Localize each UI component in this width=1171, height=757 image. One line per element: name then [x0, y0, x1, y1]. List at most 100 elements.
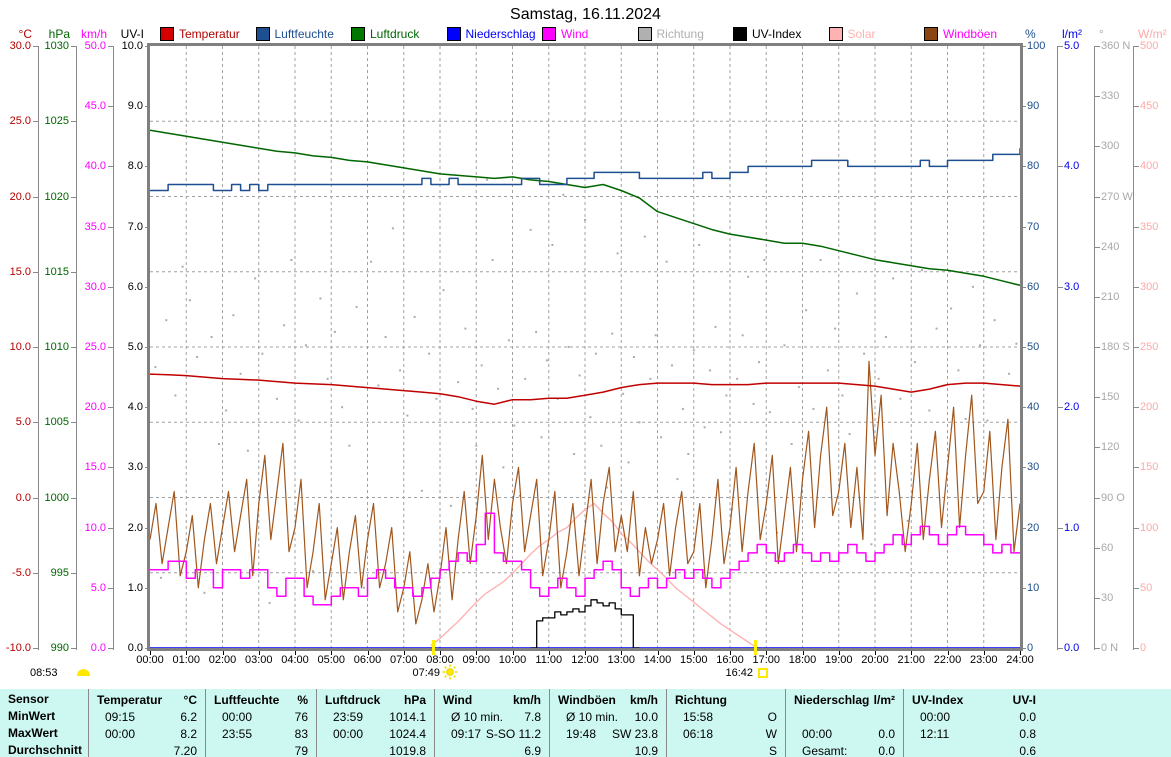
- x-label-1600: 16:00: [716, 654, 744, 666]
- legend-label: UV-Index: [752, 27, 802, 41]
- x-hour-tick: [730, 651, 731, 655]
- legend-label: Windböen: [943, 27, 998, 41]
- table-column-header: Luftfeuchte%: [206, 692, 316, 708]
- table-row: 19:48 SW 23.8: [550, 726, 666, 742]
- axis---tick: [1021, 467, 1026, 469]
- axis-uv-i-tick-label: 3.0: [127, 461, 143, 474]
- x-label-0900: 09:00: [462, 654, 491, 666]
- table-column-name: Luftdruck: [325, 693, 381, 707]
- axis---tick: [1021, 46, 1026, 47]
- axis---tick: [1021, 166, 1026, 168]
- table-column-luftfeuchte: Luftfeuchte% 00:00 76 23:55 83 79: [206, 689, 316, 757]
- series-richtung-point: [524, 377, 527, 380]
- series-temperatur-line: [149, 373, 1021, 405]
- series-richtung-point: [203, 591, 206, 594]
- axis-hpa-tick-label: 1030: [44, 40, 69, 52]
- axis-hpa-tick: [71, 271, 76, 273]
- axis-hpa-tick: [71, 347, 76, 348]
- axis-km-h-tick: [108, 407, 113, 409]
- legend-item-wind: Wind: [542, 27, 588, 41]
- series-richtung-point: [413, 315, 416, 318]
- axis---tick-label: 330: [1101, 90, 1120, 103]
- series-richtung-point: [752, 402, 755, 405]
- table-cell-time: 00:00: [920, 710, 951, 724]
- table-row-header: Sensor: [8, 692, 49, 706]
- table-row: 00:00 76: [206, 709, 316, 725]
- axis-w-m--tick-label: 450: [1140, 100, 1159, 113]
- axis---tick-label: 90: [1027, 100, 1040, 113]
- axis--c-tick: [33, 347, 38, 348]
- table-column-separator: [549, 689, 550, 757]
- series-richtung-point: [638, 421, 641, 424]
- table-cell-value: 7.20: [173, 744, 197, 757]
- legend-item-solar: Solar: [828, 27, 876, 41]
- table-cell-value: 10.9: [634, 744, 658, 757]
- series-richtung-point: [475, 444, 478, 447]
- table-cell-time: 00:00: [802, 727, 833, 741]
- x-label-2400: 24:00: [1006, 654, 1034, 666]
- series-richtung-point: [578, 374, 581, 377]
- axis---tick-label: 240: [1101, 240, 1120, 253]
- series-richtung-point: [964, 417, 967, 420]
- x-label-2200: 22:00: [933, 654, 962, 666]
- table-cell-time: 19:48: [566, 727, 597, 741]
- series-richtung-point: [783, 344, 786, 347]
- table-cell-value: 6.2: [180, 710, 197, 724]
- axis--c-tick-label: 25.0: [9, 115, 31, 128]
- axis-w-m--tick: [1134, 286, 1139, 288]
- axis-km-h-tick-label: 45.0: [84, 100, 106, 113]
- table-cell-time: 06:18: [683, 727, 714, 741]
- axis-km-h-tick-label: 20.0: [84, 401, 106, 414]
- axis--c-tick-label: -5.0: [12, 566, 31, 579]
- legend-label: Wind: [561, 27, 589, 41]
- x-label-1300: 13:00: [607, 654, 636, 666]
- x-hour-tick: [1020, 651, 1021, 655]
- axis---tick: [1095, 397, 1100, 399]
- series-richtung-point: [535, 330, 538, 333]
- table-row: S: [667, 743, 785, 757]
- axis---tick-label: 20: [1027, 521, 1040, 534]
- axis-km-h-tick-label: 10.0: [84, 521, 106, 534]
- sunset-time-label: 16:42: [725, 667, 753, 679]
- x-hour-tick: [693, 651, 695, 655]
- series-richtung-point: [790, 443, 793, 445]
- axis-hpa-tick: [71, 497, 76, 499]
- series-richtung-point: [906, 519, 909, 522]
- axis-km-h-tick: [108, 467, 113, 469]
- table-column-header: Luftdruck hPa: [317, 692, 434, 708]
- table-cell-value: 7.8: [524, 710, 541, 724]
- x-label-1100: 11:00: [535, 654, 563, 666]
- axis-l-m--tick-label: 3.0: [1064, 280, 1080, 293]
- axis---tick: [1021, 587, 1026, 589]
- table-column-unit: km/h: [512, 693, 541, 707]
- series-richtung-point: [676, 478, 679, 481]
- series-richtung-point: [480, 364, 483, 367]
- series-richtung-point: [736, 377, 739, 380]
- series-richtung-point: [848, 433, 851, 435]
- table-cell-value: 79: [294, 744, 308, 757]
- table-column-header: Richtung: [667, 692, 785, 708]
- axis-l-m--tick-label: 4.0: [1064, 160, 1080, 173]
- legend-label: Luftfeuchte: [274, 27, 334, 41]
- axis---tick-label: 120: [1101, 441, 1120, 454]
- axis-l-m--tick-label: 5.0: [1064, 40, 1080, 52]
- axis-w-m--tick-label: 350: [1140, 220, 1159, 233]
- axis-hpa-tick: [71, 196, 76, 198]
- axis--c-tick: [33, 46, 38, 47]
- series-richtung-point: [348, 444, 351, 447]
- series-richtung-point: [573, 453, 576, 455]
- x-hour-tick: [621, 651, 623, 655]
- axis---tick-label: 0 N: [1101, 642, 1119, 654]
- series-richtung-point: [562, 193, 565, 196]
- legend-label: Richtung: [656, 27, 704, 41]
- table-cell-value: 0.6: [1019, 744, 1036, 757]
- axis---tick-label: 180 S: [1101, 341, 1130, 353]
- axis-km-h-tick-label: 30.0: [84, 280, 106, 293]
- table-row: 15:58 O: [667, 709, 785, 725]
- axis-hpa-line: [76, 46, 77, 650]
- table-column-separator: [903, 689, 904, 757]
- series-richtung-point: [950, 307, 953, 310]
- axis---tick: [1021, 407, 1026, 409]
- axis-w-m--tick-label: 300: [1140, 280, 1159, 293]
- axis-hpa-tick-label: 1025: [44, 115, 69, 128]
